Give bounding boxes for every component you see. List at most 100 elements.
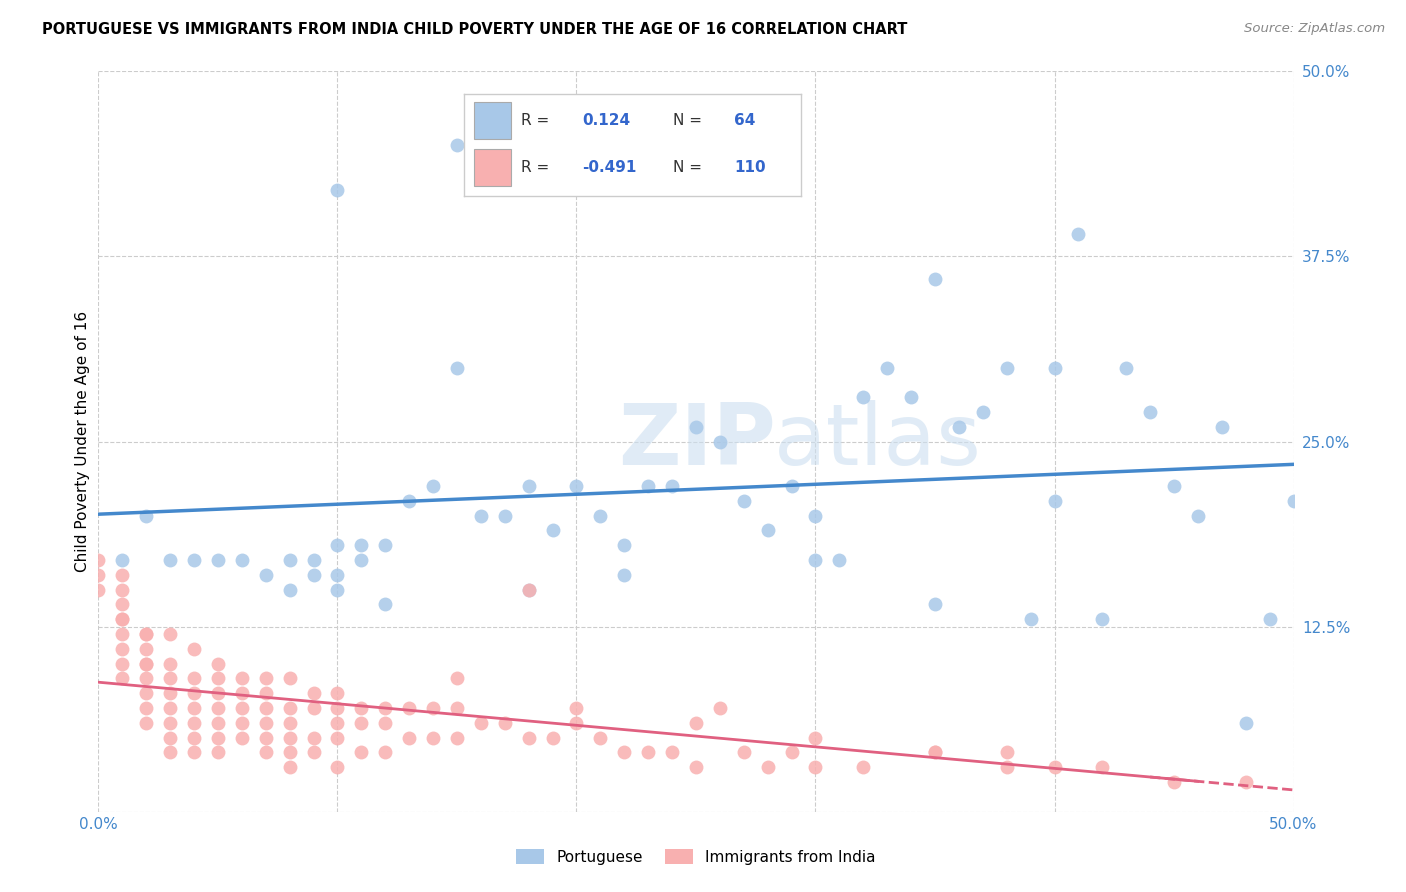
Point: [278, 701, 301, 715]
Point: [924, 746, 946, 760]
Point: [135, 657, 157, 671]
Point: [924, 598, 946, 612]
Point: [207, 715, 229, 730]
Text: -0.491: -0.491: [582, 160, 637, 175]
Point: [517, 582, 540, 597]
Point: [374, 715, 396, 730]
Y-axis label: Child Poverty Under the Age of 16: Child Poverty Under the Age of 16: [75, 311, 90, 572]
Point: [589, 508, 612, 523]
Point: [1067, 227, 1090, 242]
Point: [374, 701, 396, 715]
Point: [231, 553, 253, 567]
Point: [159, 553, 181, 567]
Text: 64: 64: [734, 112, 755, 128]
Point: [135, 657, 157, 671]
Point: [613, 746, 636, 760]
Point: [517, 479, 540, 493]
Text: Source: ZipAtlas.com: Source: ZipAtlas.com: [1244, 22, 1385, 36]
Point: [350, 746, 373, 760]
Point: [111, 627, 134, 641]
Point: [231, 731, 253, 745]
Point: [231, 672, 253, 686]
Point: [278, 672, 301, 686]
Point: [350, 701, 373, 715]
Point: [159, 701, 181, 715]
Point: [111, 598, 134, 612]
Point: [1234, 775, 1257, 789]
Point: [374, 598, 396, 612]
Point: [1043, 493, 1066, 508]
Point: [326, 731, 349, 745]
Point: [685, 419, 707, 434]
Legend: Portuguese, Immigrants from India: Portuguese, Immigrants from India: [510, 843, 882, 871]
Point: [852, 760, 875, 774]
Point: [852, 390, 875, 404]
Point: [159, 715, 181, 730]
Point: [804, 731, 827, 745]
Text: R =: R =: [522, 112, 550, 128]
Point: [995, 760, 1018, 774]
Point: [326, 538, 349, 552]
Point: [111, 657, 134, 671]
Point: [326, 582, 349, 597]
Point: [1163, 479, 1185, 493]
Point: [254, 567, 277, 582]
Point: [1211, 419, 1233, 434]
Point: [398, 701, 420, 715]
Point: [446, 138, 468, 153]
Text: atlas: atlas: [773, 400, 981, 483]
Point: [804, 760, 827, 774]
Text: N =: N =: [673, 160, 702, 175]
Point: [231, 701, 253, 715]
Point: [207, 553, 229, 567]
Point: [302, 553, 325, 567]
Text: R =: R =: [522, 160, 550, 175]
Point: [470, 715, 492, 730]
Point: [183, 672, 205, 686]
Point: [111, 672, 134, 686]
Point: [302, 701, 325, 715]
Point: [207, 657, 229, 671]
Point: [254, 746, 277, 760]
Point: [183, 641, 205, 656]
Point: [446, 360, 468, 375]
Point: [1187, 508, 1209, 523]
Point: [709, 701, 731, 715]
Point: [613, 567, 636, 582]
Point: [135, 627, 157, 641]
Point: [1258, 612, 1281, 626]
Point: [565, 701, 588, 715]
Point: [1091, 612, 1114, 626]
Point: [995, 360, 1018, 375]
Point: [924, 271, 946, 285]
Point: [828, 553, 851, 567]
Point: [446, 731, 468, 745]
Point: [398, 493, 420, 508]
Point: [326, 183, 349, 197]
Point: [183, 715, 205, 730]
Point: [111, 567, 134, 582]
Point: [159, 746, 181, 760]
Point: [374, 746, 396, 760]
Point: [1043, 760, 1066, 774]
Point: [350, 538, 373, 552]
Point: [326, 715, 349, 730]
Point: [111, 582, 134, 597]
FancyBboxPatch shape: [474, 149, 512, 186]
Point: [254, 731, 277, 745]
Point: [111, 641, 134, 656]
Point: [924, 746, 946, 760]
Point: [87, 582, 110, 597]
Point: [1115, 360, 1137, 375]
Point: [183, 701, 205, 715]
Point: [1019, 612, 1042, 626]
Point: [207, 746, 229, 760]
Point: [995, 746, 1018, 760]
Point: [422, 701, 444, 715]
Point: [422, 731, 444, 745]
Point: [111, 612, 134, 626]
Point: [302, 567, 325, 582]
Point: [135, 672, 157, 686]
Point: [494, 715, 516, 730]
Point: [1139, 405, 1161, 419]
